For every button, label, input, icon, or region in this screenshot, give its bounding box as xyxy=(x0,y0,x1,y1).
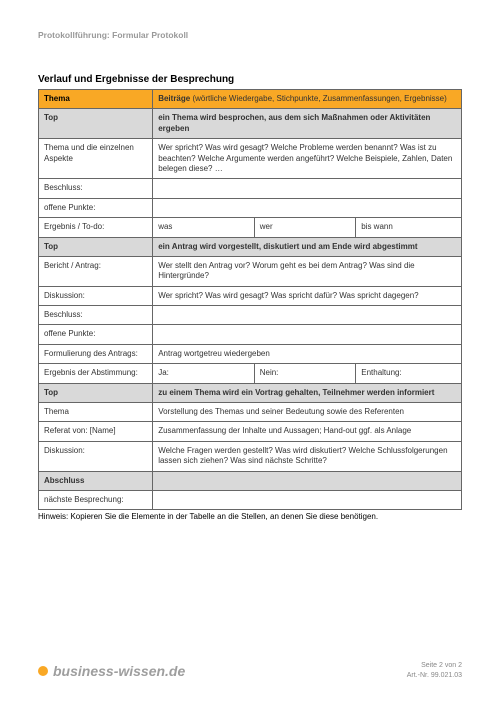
section-title: Verlauf und Ergebnisse der Besprechung xyxy=(38,74,462,85)
cell-content xyxy=(153,471,462,490)
cell-content xyxy=(153,490,462,509)
cell-label: Ergebnis / To-do: xyxy=(39,218,153,237)
article-number: Art.-Nr. 99.021.03 xyxy=(407,671,462,681)
table-row: Top zu einem Thema wird ein Vortrag geha… xyxy=(39,383,462,402)
table-row: Diskussion: Wer spricht? Was wird gesagt… xyxy=(39,286,462,305)
cell-content xyxy=(153,198,462,217)
table-row: Bericht / Antrag: Wer stellt den Antrag … xyxy=(39,256,462,286)
brand: business-wissen.de xyxy=(38,663,185,679)
table-row: Diskussion: Welche Fragen werden gestell… xyxy=(39,441,462,471)
brand-text: business-wissen.de xyxy=(53,663,185,679)
table-row: Ergebnis der Abstimmung: Ja: Nein: Entha… xyxy=(39,364,462,383)
cell-content: wer xyxy=(254,218,356,237)
cell-content xyxy=(153,306,462,325)
page-header: Protokollführung: Formular Protokoll xyxy=(38,30,462,40)
table-row: nächste Besprechung: xyxy=(39,490,462,509)
cell-content: zu einem Thema wird ein Vortrag gehalten… xyxy=(153,383,462,402)
table-row: Referat von: [Name] Zusammenfassung der … xyxy=(39,422,462,441)
table-row: Top ein Antrag wird vorgestellt, diskuti… xyxy=(39,237,462,256)
cell-content: ein Thema wird besprochen, aus dem sich … xyxy=(153,109,462,139)
cell-content: Nein: xyxy=(254,364,356,383)
cell-label: Beschluss: xyxy=(39,179,153,198)
cell-content: Zusammenfassung der Inhalte und Aussagen… xyxy=(153,422,462,441)
cell-label: Top xyxy=(39,383,153,402)
table-row: Beschluss: xyxy=(39,306,462,325)
cell-content xyxy=(153,179,462,198)
brand-dot-icon xyxy=(38,666,48,676)
protocol-table: Thema Beiträge (wörtliche Wiedergabe, St… xyxy=(38,89,462,510)
cell-content: Ja: xyxy=(153,364,255,383)
cell-label: offene Punkte: xyxy=(39,325,153,344)
cell-content: Welche Fragen werden gestellt? Was wird … xyxy=(153,441,462,471)
page-number: Seite 2 von 2 xyxy=(407,661,462,671)
table-row: Formulierung des Antrags: Antrag wortget… xyxy=(39,344,462,363)
cell-label: nächste Besprechung: xyxy=(39,490,153,509)
cell-content: was xyxy=(153,218,255,237)
page-footer: business-wissen.de Seite 2 von 2 Art.-Nr… xyxy=(38,661,462,681)
table-row: Ergebnis / To-do: was wer bis wann xyxy=(39,218,462,237)
cell-content: bis wann xyxy=(356,218,462,237)
table-row: Thema Vorstellung des Themas und seiner … xyxy=(39,403,462,422)
footer-meta: Seite 2 von 2 Art.-Nr. 99.021.03 xyxy=(407,661,462,681)
cell-label: Thema und die einzelnen Aspekte xyxy=(39,139,153,179)
cell-label: Referat von: [Name] xyxy=(39,422,153,441)
note-text: Hinweis: Kopieren Sie die Elemente in de… xyxy=(38,512,462,521)
table-row: Abschluss xyxy=(39,471,462,490)
table-row: offene Punkte: xyxy=(39,325,462,344)
cell-content: Vorstellung des Themas und seiner Bedeut… xyxy=(153,403,462,422)
table-row: offene Punkte: xyxy=(39,198,462,217)
cell-label: offene Punkte: xyxy=(39,198,153,217)
cell-content: Beiträge (wörtliche Wiedergabe, Stichpun… xyxy=(153,90,462,109)
cell-content: Enthaltung: xyxy=(356,364,462,383)
cell-label: Ergebnis der Abstimmung: xyxy=(39,364,153,383)
cell-label: Bericht / Antrag: xyxy=(39,256,153,286)
cell-label: Thema xyxy=(39,90,153,109)
cell-label: Diskussion: xyxy=(39,441,153,471)
cell-label: Top xyxy=(39,109,153,139)
cell-label: Top xyxy=(39,237,153,256)
cell-label: Diskussion: xyxy=(39,286,153,305)
cell-label: Beschluss: xyxy=(39,306,153,325)
cell-content: Antrag wortgetreu wiedergeben xyxy=(153,344,462,363)
cell-content: Wer spricht? Was wird gesagt? Welche Pro… xyxy=(153,139,462,179)
table-row: Thema und die einzelnen Aspekte Wer spri… xyxy=(39,139,462,179)
table-row: Beschluss: xyxy=(39,179,462,198)
cell-content: Wer spricht? Was wird gesagt? Was sprich… xyxy=(153,286,462,305)
cell-content: ein Antrag wird vorgestellt, diskutiert … xyxy=(153,237,462,256)
table-row: Top ein Thema wird besprochen, aus dem s… xyxy=(39,109,462,139)
cell-label: Formulierung des Antrags: xyxy=(39,344,153,363)
cell-content: Wer stellt den Antrag vor? Worum geht es… xyxy=(153,256,462,286)
table-row: Thema Beiträge (wörtliche Wiedergabe, St… xyxy=(39,90,462,109)
cell-label: Abschluss xyxy=(39,471,153,490)
cell-label: Thema xyxy=(39,403,153,422)
cell-content xyxy=(153,325,462,344)
